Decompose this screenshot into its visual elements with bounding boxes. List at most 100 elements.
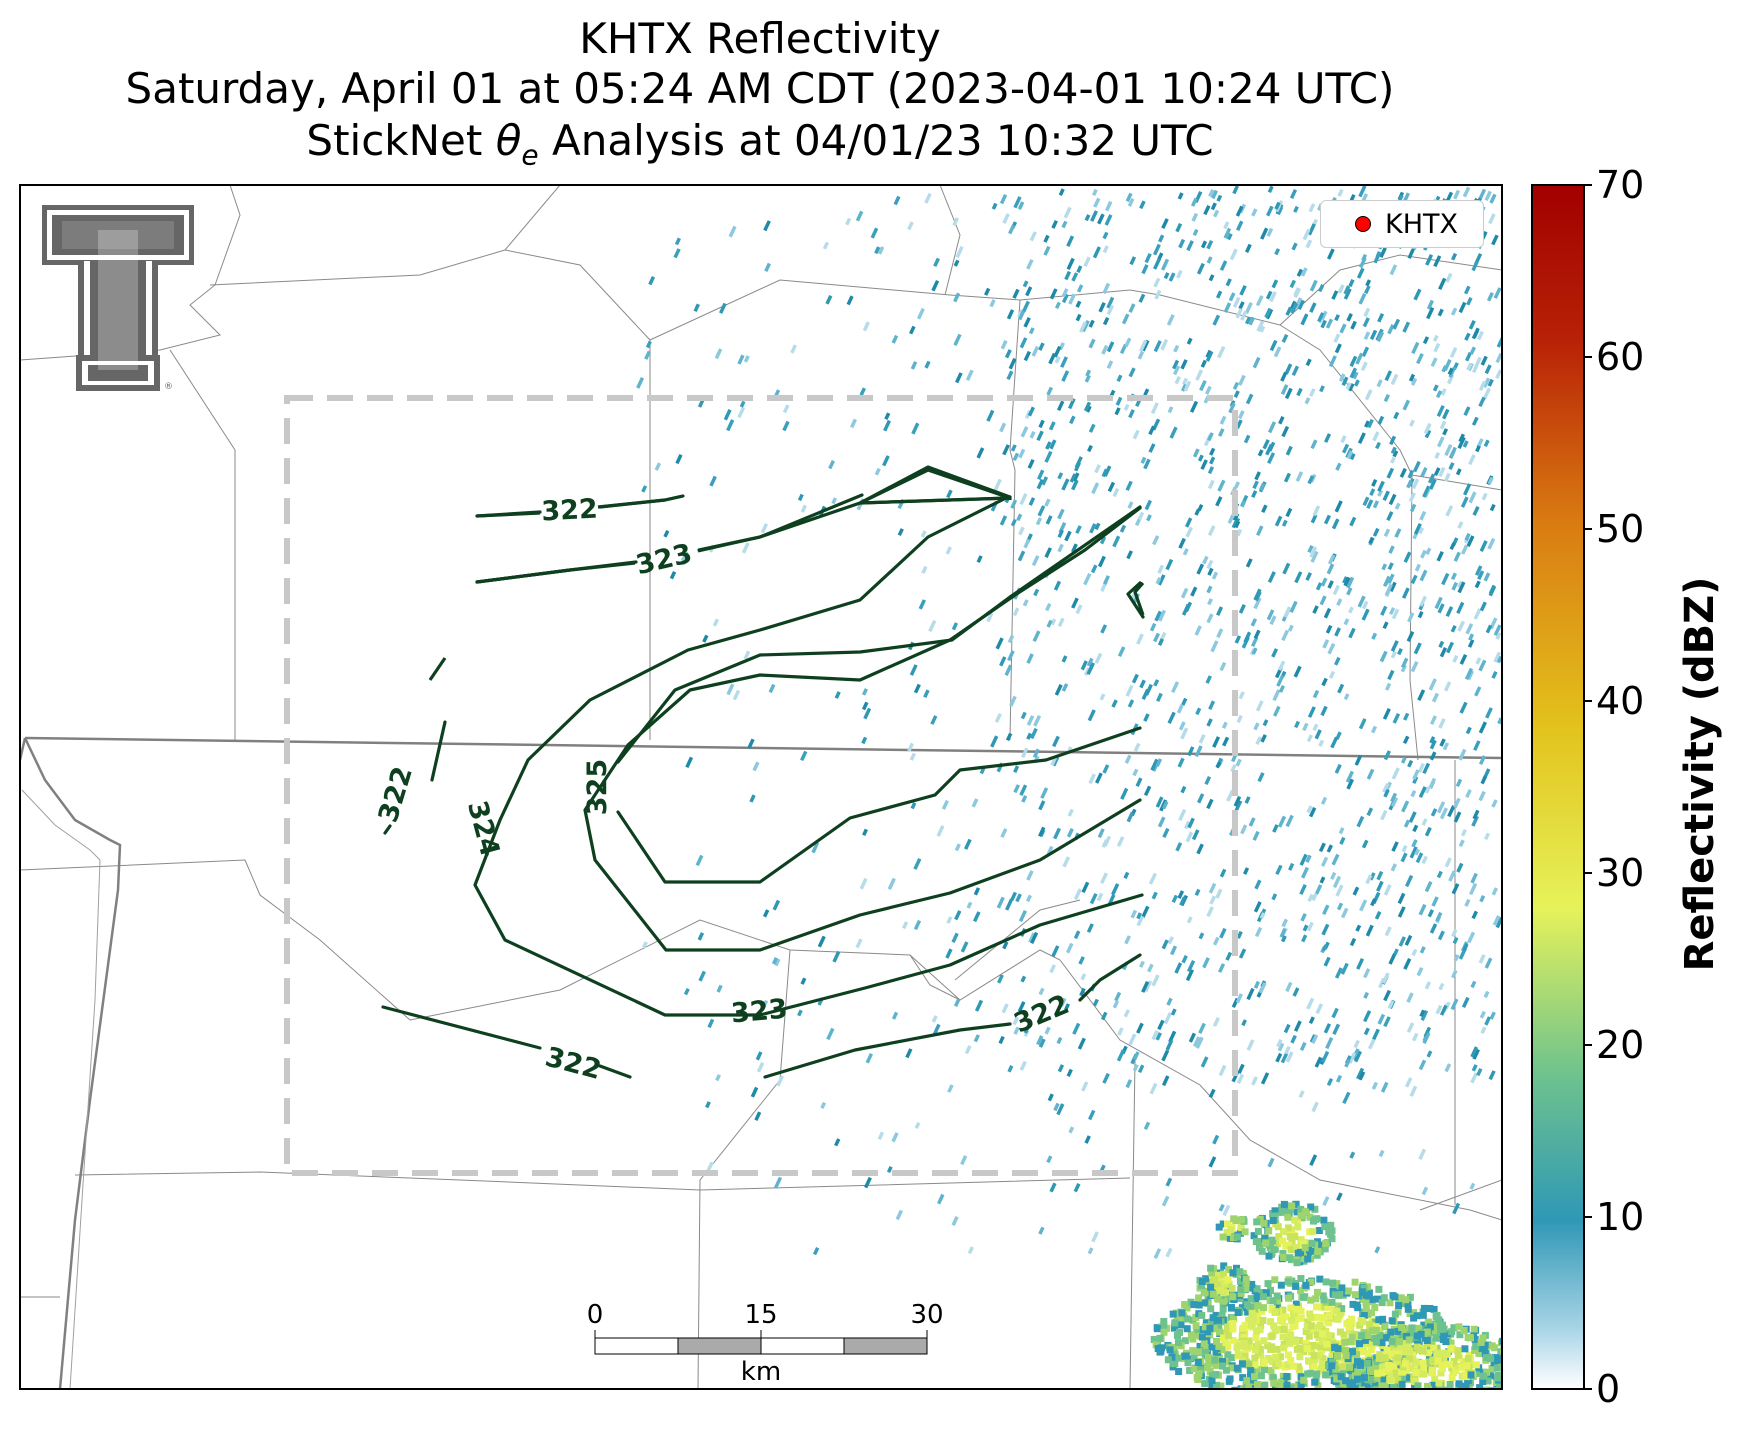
radar-echo — [1325, 624, 1333, 634]
radar-echo — [1302, 722, 1309, 732]
radar-echo — [1228, 402, 1236, 414]
radar-echo — [1459, 654, 1468, 665]
radar-echo — [1283, 472, 1291, 483]
radar-echo — [726, 683, 735, 696]
radar-echo — [1277, 815, 1287, 828]
radar-echo-cell — [1420, 1321, 1428, 1329]
radar-echo — [1100, 1011, 1108, 1021]
radar-echo — [1436, 404, 1445, 417]
radar-echo — [760, 999, 769, 1012]
radar-echo — [1428, 777, 1437, 789]
radar-echo — [1133, 742, 1141, 752]
radar-echo — [1341, 376, 1349, 386]
radar-echo — [997, 974, 1004, 984]
radar-echo — [1482, 387, 1491, 400]
radar-echo-cell — [1241, 1352, 1249, 1360]
radar-echo — [1280, 935, 1287, 943]
radar-echo — [1212, 209, 1220, 218]
radar-echo-cell — [1208, 1381, 1216, 1389]
radar-echo — [953, 292, 961, 303]
radar-echo-cell — [1192, 1331, 1200, 1339]
radar-echo — [1480, 1026, 1487, 1035]
radar-echo — [1465, 789, 1472, 799]
radar-echo — [1398, 936, 1406, 947]
radar-echo — [1357, 432, 1366, 445]
radar-echo — [907, 221, 914, 231]
radar-echo — [1132, 1051, 1140, 1061]
radar-echo — [1390, 456, 1396, 464]
radar-echo — [1475, 445, 1481, 453]
radar-echo — [1191, 212, 1199, 222]
radar-echo — [1116, 374, 1123, 382]
radar-echo-cell — [1284, 1361, 1292, 1369]
radar-echo — [1056, 1036, 1063, 1045]
radar-echo — [1094, 652, 1103, 664]
radar-echo — [1337, 683, 1345, 694]
radar-echo — [1212, 314, 1221, 326]
radar-echo — [924, 360, 931, 369]
radar-echo — [1378, 1149, 1385, 1158]
radar-echo — [1277, 1042, 1285, 1052]
radar-echo — [1244, 796, 1251, 804]
radar-echo — [1026, 258, 1034, 270]
radar-echo — [1141, 981, 1150, 993]
radar-echo — [986, 409, 995, 422]
radar-echo-cell — [1238, 1304, 1246, 1312]
radar-echo — [1267, 1157, 1275, 1168]
radar-echo — [909, 752, 916, 761]
radar-echo — [964, 838, 972, 850]
radar-echo — [1412, 824, 1419, 833]
radar-echo — [1418, 903, 1427, 916]
radar-echo — [1464, 898, 1471, 907]
radar-echo — [754, 1111, 762, 1121]
radar-echo — [1165, 558, 1174, 571]
radar-echo — [1088, 319, 1095, 328]
radar-echo — [1150, 758, 1159, 771]
radar-echo — [1116, 836, 1125, 847]
radar-echo — [1218, 1064, 1227, 1077]
radar-reflectivity — [636, 185, 1502, 1389]
radar-echo — [1274, 248, 1281, 256]
radar-echo — [1219, 661, 1227, 672]
radar-echo-cell — [1316, 1275, 1324, 1283]
radar-echo — [1321, 1050, 1330, 1063]
radar-echo — [1437, 603, 1445, 614]
radar-echo — [1478, 954, 1486, 964]
radar-echo — [1254, 879, 1262, 890]
radar-echo — [1175, 842, 1183, 852]
radar-echo — [1464, 332, 1471, 341]
radar-echo — [1143, 458, 1151, 470]
radar-echo — [941, 799, 949, 810]
radar-echo — [1433, 255, 1442, 268]
radar-echo — [1054, 301, 1061, 309]
radar-echo — [1266, 227, 1274, 237]
radar-echo-cell — [1305, 1332, 1313, 1340]
radar-echo — [1209, 447, 1216, 456]
radar-echo — [1148, 443, 1156, 453]
radar-echo — [1280, 371, 1288, 382]
radar-echo — [1422, 336, 1430, 345]
radar-echo — [1299, 853, 1308, 866]
radar-echo — [1136, 633, 1144, 645]
radar-echo — [1223, 221, 1230, 230]
radar-echo — [1132, 768, 1139, 777]
radar-echo — [861, 688, 868, 696]
radar-echo — [1465, 623, 1474, 635]
radar-echo — [707, 1018, 715, 1029]
radar-echo — [1171, 894, 1178, 903]
radar-echo — [1115, 396, 1123, 406]
radar-echo-cell — [1203, 1344, 1211, 1352]
radar-echo — [1306, 734, 1313, 743]
radar-echo — [1460, 829, 1467, 837]
radar-echo — [1023, 350, 1031, 362]
radar-echo — [1221, 721, 1228, 729]
radar-echo — [1390, 792, 1398, 803]
radar-echo — [654, 462, 662, 471]
radar-echo — [1309, 302, 1317, 313]
radar-echo — [1451, 883, 1460, 895]
radar-echo — [1147, 963, 1154, 973]
radar-echo-cell — [1273, 1345, 1281, 1353]
radar-echo — [1366, 768, 1375, 780]
radar-echo — [1021, 794, 1028, 803]
radar-echo — [1337, 284, 1345, 294]
